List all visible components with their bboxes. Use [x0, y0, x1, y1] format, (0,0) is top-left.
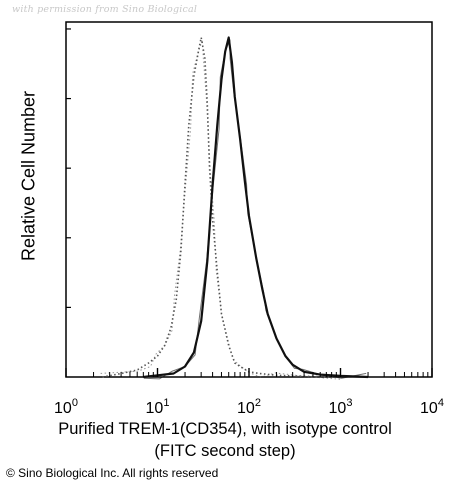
trem1-curve	[143, 36, 369, 379]
tick-layer: 100 101 102 103 104	[54, 368, 444, 417]
series-layer	[100, 36, 369, 380]
x-tick-label: 100	[54, 397, 78, 417]
x-tick-label: 104	[420, 397, 444, 417]
x-tick-label: 103	[329, 397, 353, 417]
plot-frame	[65, 21, 433, 378]
x-tick-label: 101	[146, 397, 170, 417]
plot-border	[65, 21, 433, 378]
x-tick-label: 102	[237, 397, 261, 417]
x-axis-label-line1: Purified TREM-1(CD354), with isotype con…	[58, 420, 392, 438]
copyright-text: © Sino Biological Inc. All rights reserv…	[6, 466, 219, 480]
y-axis-label: Relative Cell Number	[18, 90, 39, 262]
watermark-text: with permission from Sino Biological	[12, 4, 198, 15]
trem1-noise	[143, 39, 367, 380]
x-axis-label-line2: (FITC second step)	[154, 442, 296, 460]
